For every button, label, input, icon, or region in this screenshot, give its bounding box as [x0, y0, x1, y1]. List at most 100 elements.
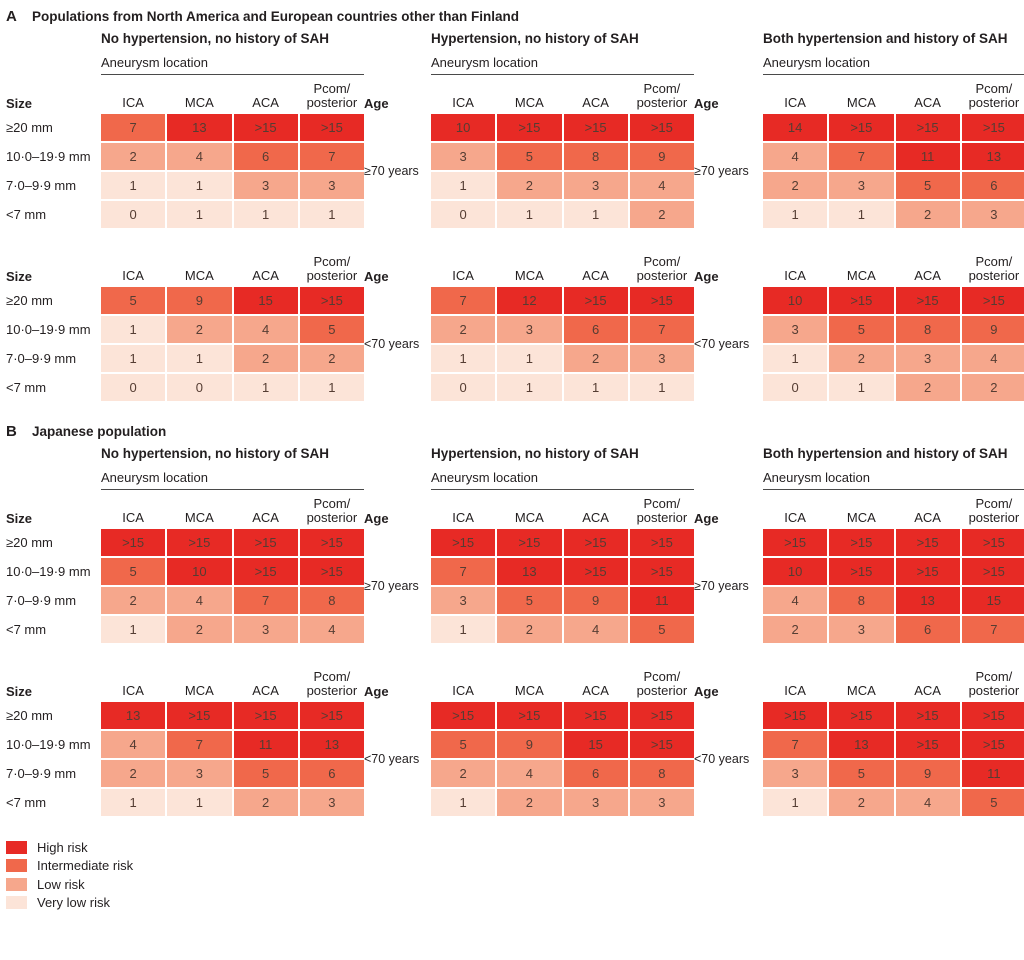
- group-title-row: No hypertension, no history of SAH Hypert…: [6, 446, 1024, 470]
- table-header-row: ICA MCA ACA Pcom/ posterior: [431, 77, 694, 114]
- risk-grid: 14 >15 >15 >15 4 7 11 13 2 3 5 6 1 1 2 3: [763, 114, 1024, 228]
- size-row-label: <7 mm: [6, 622, 47, 637]
- aneurysm-location-label: Aneurysm location: [763, 470, 1024, 490]
- risk-cell: 1: [497, 345, 562, 372]
- table-header-row: ICA MCA ACA Pcom/ posterior: [101, 77, 364, 114]
- risk-cell: 1: [431, 616, 496, 643]
- aneurysm-location-label: Aneurysm location: [763, 55, 1024, 75]
- risk-cell: 5: [829, 316, 894, 343]
- risk-cell: 3: [563, 789, 628, 816]
- size-header: Size: [6, 684, 33, 699]
- risk-cell: 7: [233, 587, 298, 614]
- risk-cell: 2: [167, 316, 232, 343]
- age-group-label: <70 years: [364, 752, 420, 766]
- risk-cell: 1: [629, 374, 694, 401]
- risk-cell: 7: [101, 114, 166, 141]
- age-column: Age <70 years: [364, 665, 431, 816]
- column-header-pcom-posterior: Pcom/ posterior: [306, 668, 358, 699]
- risk-grid: 13 >15 >15 >15 4 7 11 13 2 3 5 6 1 1 2 3: [101, 702, 364, 816]
- risk-table: ICA MCA ACA Pcom/ posterior >15 >15 >15 >15 10 >1…: [763, 492, 1024, 643]
- risk-cell: >15: [299, 558, 364, 585]
- risk-cell: 13: [167, 114, 232, 141]
- risk-cell: 3: [233, 616, 298, 643]
- risk-cell: 1: [233, 201, 298, 228]
- age-header: Age: [694, 684, 719, 699]
- risk-cell: 4: [763, 143, 828, 170]
- risk-cell: 1: [167, 789, 232, 816]
- risk-grid: >15 >15 >15 >15 7 13 >15 >15 3 5 9 11 1 2 4 5: [431, 529, 694, 643]
- risk-cell: 8: [829, 587, 894, 614]
- risk-cell: 1: [299, 374, 364, 401]
- panel-header: B Japanese population: [6, 423, 1024, 440]
- column-header-pcom-posterior: Pcom/ posterior: [306, 80, 358, 111]
- risk-cell: >15: [629, 114, 694, 141]
- size-row-label: <7 mm: [6, 795, 47, 810]
- risk-cell: 1: [431, 789, 496, 816]
- risk-cell: >15: [563, 558, 628, 585]
- risk-cell: >15: [895, 529, 960, 556]
- column-header-ica: ICA: [122, 95, 144, 111]
- column-header-pcom-posterior: Pcom/ posterior: [968, 80, 1020, 111]
- risk-table: ICA MCA ACA Pcom/ posterior 13 >15 >15 >15 4 7 11 1…: [101, 665, 364, 816]
- column-header-aca: ACA: [252, 683, 279, 699]
- column-header-ica: ICA: [784, 95, 806, 111]
- table-header-row: ICA MCA ACA Pcom/ posterior: [431, 665, 694, 702]
- table-row: >15 >15 >15 >15: [431, 702, 694, 729]
- risk-cell: >15: [895, 558, 960, 585]
- risk-cell: >15: [563, 114, 628, 141]
- risk-cell: 7: [829, 143, 894, 170]
- column-header-ica: ICA: [452, 95, 474, 111]
- risk-cell: >15: [233, 558, 298, 585]
- risk-cell: 9: [563, 587, 628, 614]
- table-row: >15 >15 >15 >15: [763, 702, 1024, 729]
- panel-a: A Populations from North America and Euro…: [6, 8, 1024, 403]
- age-header: Age: [364, 269, 389, 284]
- risk-cell: 3: [763, 316, 828, 343]
- risk-cell: >15: [629, 731, 694, 758]
- size-row-label: 7·0–9·9 mm: [6, 766, 77, 781]
- risk-cell: 7: [431, 287, 496, 314]
- table-row: >15 >15 >15 >15: [763, 529, 1024, 556]
- risk-cell: >15: [961, 558, 1024, 585]
- risk-cell: 8: [629, 760, 694, 787]
- risk-cell: 0: [763, 374, 828, 401]
- panel-header: A Populations from North America and Euro…: [6, 8, 1024, 25]
- risk-cell: 1: [233, 374, 298, 401]
- risk-cell: 1: [763, 201, 828, 228]
- column-header-mca: MCA: [184, 510, 214, 526]
- group-title: Hypertension, no history of SAH: [431, 31, 639, 46]
- table-row: 5 9 15 >15: [101, 287, 364, 314]
- risk-cell: 9: [629, 143, 694, 170]
- column-header-aca: ACA: [252, 510, 279, 526]
- age-header: Age: [694, 511, 719, 526]
- risk-cell: >15: [961, 529, 1024, 556]
- risk-cell: 0: [431, 374, 496, 401]
- risk-cell: 6: [563, 316, 628, 343]
- column-header-ica: ICA: [122, 683, 144, 699]
- column-header-mca: MCA: [514, 683, 544, 699]
- risk-cell: 3: [629, 345, 694, 372]
- risk-cell: >15: [431, 529, 496, 556]
- risk-cell: >15: [497, 114, 562, 141]
- risk-cell: >15: [563, 287, 628, 314]
- size-row-label: ≥20 mm: [6, 120, 53, 135]
- risk-cell: 3: [497, 316, 562, 343]
- risk-cell: 1: [101, 172, 166, 199]
- risk-cell: 3: [299, 789, 364, 816]
- risk-table: ICA MCA ACA Pcom/ posterior 10 >15 >15 >15 3 5 8 9 1…: [431, 77, 694, 228]
- legend-item: Low risk: [6, 875, 1024, 894]
- risk-cell: 4: [961, 345, 1024, 372]
- column-header-aca: ACA: [582, 268, 609, 284]
- table-row: 7 13 >15 >15: [101, 114, 364, 141]
- risk-cell: 4: [233, 316, 298, 343]
- risk-cell: 7: [961, 616, 1024, 643]
- table-row: 10 >15 >15 >15: [763, 287, 1024, 314]
- risk-cell: >15: [629, 702, 694, 729]
- risk-cell: 2: [895, 201, 960, 228]
- risk-grid: >15 >15 >15 >15 5 9 15 >15 2 4 6 8 1 2 3 3: [431, 702, 694, 816]
